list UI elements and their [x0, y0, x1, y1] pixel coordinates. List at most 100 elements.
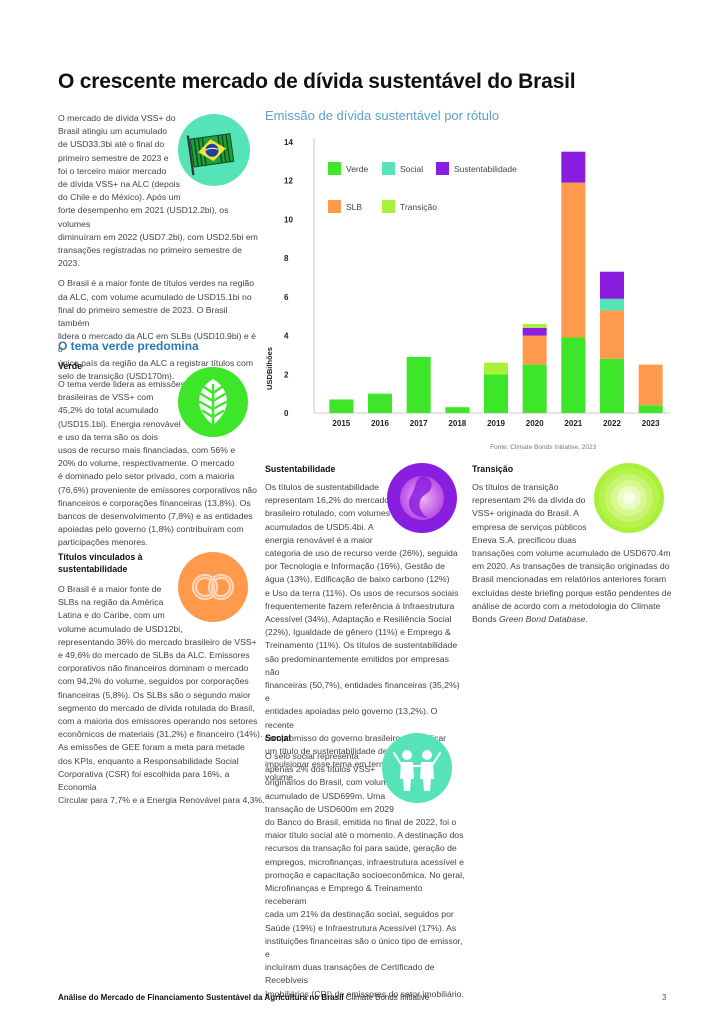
green-line: bancos de desenvolvimento (7,8%) e as en…: [58, 511, 253, 522]
intro-line: foi o terceiro maior mercado: [58, 165, 167, 176]
sustainability-line: compromisso do governo brasileiro de pre…: [265, 732, 447, 743]
bar-segment: [561, 182, 586, 338]
transition-heading: Transição: [472, 464, 514, 474]
social-line: incluíram duas transações de Certificado…: [265, 962, 435, 986]
legend-label: Sustentabilidade: [454, 164, 517, 174]
social-line: Saúde (19%) e Infraestrutura Acessível (…: [265, 922, 457, 933]
bar-segment: [484, 362, 508, 375]
sustainability-line: entidades apoiadas pelo governo (13,2%).…: [265, 706, 438, 730]
sustainability-line: água (13%), Edificação de baixo carbono …: [265, 574, 450, 585]
sustainability-line: um título de sustentabilidade de USD2bi …: [265, 746, 442, 757]
database-name: Green Bond Database: [499, 614, 586, 625]
transition-text: Bonds: [472, 614, 500, 625]
footer-org: Climate Bonds Initiative: [343, 993, 430, 1002]
intro-line: diminuíram em 2022 (USD7.2bi), com USD2.…: [58, 231, 258, 242]
y-tick-label: 8: [284, 254, 289, 263]
slb-line: com a maioria dos emissores operando nos…: [58, 716, 258, 727]
green-section-heading: O tema verde predomina: [58, 339, 199, 353]
bar-segment: [368, 393, 392, 413]
sustainability-paragraph: Os títulos de sustentabilidade representa…: [265, 481, 465, 785]
intro-line: da ALC, com volume acumulado de USD15.1b…: [58, 291, 252, 302]
footer-report-title: Análise do Mercado de Financiamento Sust…: [58, 993, 344, 1002]
social-heading: Social: [265, 733, 291, 743]
x-tick-label: 2022: [603, 419, 621, 428]
social-line: cada um 21% da destinação social, seguid…: [265, 909, 454, 920]
intro-line: selo de transição (USD170m).: [58, 370, 175, 381]
legend-swatch: [328, 162, 341, 175]
y-tick-label: 4: [284, 332, 289, 341]
y-tick-label: 6: [284, 293, 289, 302]
y-tick-label: 0: [284, 409, 289, 418]
transition-line: Bonds Green Bond Database.: [472, 613, 672, 626]
intro-line: primeiro semestre de 2023 e: [58, 152, 169, 163]
intro-line: forte desempenho em 2021 (USD12.2bi), os…: [58, 205, 229, 229]
green-line: financeiros e corporações financeiras (1…: [58, 497, 251, 508]
intro-line: Brasil atingiu um acumulado: [58, 126, 168, 137]
green-subheading: Verde: [58, 361, 82, 371]
legend-swatch: [382, 162, 395, 175]
transition-line: empresa de serviços públicos: [472, 521, 587, 532]
slb-line: corporativos não financeiros dominam o m…: [58, 663, 249, 674]
y-tick-label: 10: [284, 215, 293, 224]
green-paragraph: O tema verde lidera as emissões brasileir…: [58, 378, 268, 550]
x-tick-label: 2017: [410, 419, 428, 428]
x-tick-label: 2021: [564, 419, 582, 428]
intro-line: único país da região da ALC a registrar …: [58, 357, 254, 368]
bar-segment: [522, 335, 547, 365]
intro-paragraph-1: O mercado de dívida VSS+ do Brasil atingi…: [58, 112, 258, 270]
bar-segment: [329, 399, 354, 413]
social-paragraph: O selo social representa apenas 2% dos tí…: [265, 750, 465, 1001]
x-tick-label: 2020: [526, 419, 544, 428]
green-line: 45,2% do total acumulado: [58, 405, 159, 416]
slb-line: com 94,2% do volume, seguidos por corpor…: [58, 676, 249, 687]
intro-line: transações registradas no primeiro semes…: [58, 245, 242, 269]
chart-source: Fonte: Climate Bonds Initiative, 2023: [490, 444, 597, 451]
bar-segment: [445, 407, 470, 413]
transition-line: Eneva S.A. precificou duas: [472, 534, 577, 545]
slb-heading: Títulos vinculados à sustentabilidade: [58, 551, 188, 575]
sustainability-line: (22%), Igualdade de gênero (11%) e Empre…: [265, 627, 451, 638]
legend-label: SLB: [346, 202, 362, 212]
green-line: (76,6%) proveniente de emissores corpora…: [58, 484, 257, 495]
x-tick-label: 2015: [332, 419, 350, 428]
intro-line: O mercado de dívida VSS+ do: [58, 113, 176, 123]
bar-segment: [600, 298, 624, 311]
social-line: originários do Brasil, com volume: [265, 777, 393, 788]
page-number: 3: [662, 993, 667, 1002]
y-tick-label: 2: [284, 370, 289, 379]
social-line: Imobiliários (CRI) de emissores do setor…: [265, 988, 464, 999]
transition-line: excluídas deste briefing porque estão pe…: [472, 587, 672, 598]
slb-line: econômicos de materiais (31,2%) e financ…: [58, 729, 263, 740]
page-title: O crescente mercado de dívida sustentáve…: [58, 70, 576, 93]
slb-line: volume acumulado de USD12bi,: [58, 623, 183, 634]
transition-line: transações com volume acumulado de USD67…: [472, 548, 671, 559]
green-line: é dominado pelo setor privado, com a mai…: [58, 471, 235, 482]
slb-line: O Brasil é a maior fonte de: [58, 584, 162, 594]
slb-heading-line: sustentabilidade: [58, 564, 128, 574]
sustainability-line: impulsionar esse tema em termos de perfi…: [265, 759, 436, 783]
bar-segment: [522, 327, 547, 336]
slb-line: segmento do mercado de dívida rotulada d…: [58, 702, 255, 713]
people-icon: [382, 733, 452, 803]
slb-line: As emissões de GEE foram a meta para met…: [58, 742, 245, 753]
brazil-flag-icon: [178, 114, 250, 186]
sustainability-line: energia renovável é a maior: [265, 534, 373, 545]
sustainability-line: categoria de uso de recurso verde (26%),…: [265, 548, 458, 559]
transition-line: Brasil mencionadas em relatórios anterio…: [472, 574, 667, 585]
social-line: O selo social representa: [265, 751, 359, 761]
y-axis-label: USDBilhões: [265, 347, 274, 390]
social-line: transação de USD600m em 2029: [265, 803, 394, 814]
sustainability-line: representam 16,2% do mercado: [265, 495, 390, 506]
bar-segment: [638, 405, 663, 413]
sustainability-line: brasileiro rotulado, com volumes: [265, 508, 391, 519]
x-tick-label: 2023: [642, 419, 660, 428]
bar-segment: [561, 337, 586, 413]
transition-line: análise de acordo com a metodologia do C…: [472, 600, 661, 611]
slb-line: financeiras (5,8%). Os SLBs são o segund…: [58, 689, 251, 700]
bar-segment: [600, 271, 624, 299]
transition-line: VSS+ originada do Brasil. A: [472, 508, 579, 519]
y-tick-label: 14: [284, 138, 293, 147]
intro-line: final do primeiro semestre de 2023. O Br…: [58, 304, 228, 329]
sustainability-line: Acessível (34%), Adaptação e Resiliência…: [265, 614, 452, 625]
sustainability-line: acumulados de USD5.4bi. A: [265, 521, 374, 532]
